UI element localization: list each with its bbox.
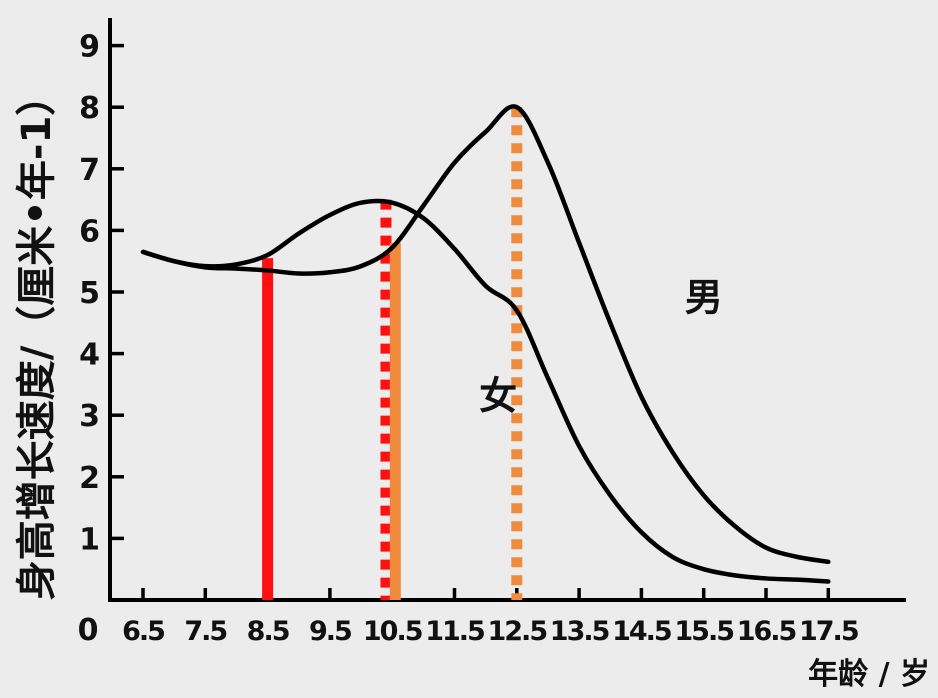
x-tick-label: 13.5: [550, 616, 609, 647]
axis-labels: 1 2 3 4 5 6 7 8 9 0 6.5 7.5 8.5 9.5 10.5 11.5 12.5 13.5 14…: [14, 30, 930, 692]
x-tick-label: 11.5: [425, 616, 484, 647]
series-line-female: [140, 198, 831, 584]
y-tick-label: 7: [79, 153, 100, 188]
x-tick-label: 16.5: [737, 616, 796, 647]
curve-label-2: 女: [479, 374, 517, 418]
y-tick-label: 8: [79, 91, 100, 126]
x-tick-label: 9.5: [309, 616, 351, 647]
x-tick-label: 14.5: [612, 616, 671, 647]
origin-label: 0: [78, 613, 99, 648]
x-axis-label: 年龄 / 岁: [808, 657, 930, 692]
reference-lines: [262, 107, 523, 600]
axes: [108, 18, 906, 602]
y-tick-label: 6: [79, 214, 100, 249]
y-tick-label: 5: [79, 276, 100, 311]
y-tick-label: 2: [79, 461, 100, 496]
x-tick-label: 10.5: [363, 616, 422, 647]
series-lines: [140, 104, 831, 584]
y-tick-label: 3: [79, 399, 100, 434]
curve-label-1: 男: [685, 275, 723, 319]
x-tick-label: 6.5: [122, 616, 164, 647]
x-tick-label: 8.5: [247, 616, 289, 647]
curve-annotations: 男女: [479, 275, 723, 418]
series-line-male: [140, 104, 831, 565]
x-tick-label: 15.5: [674, 616, 733, 647]
y-tick-label: 4: [79, 338, 100, 373]
x-tick-label: 12.5: [487, 616, 546, 647]
y-axis-label: 身高增长速度/（厘米•年-1）: [14, 76, 60, 601]
y-tick-label: 9: [79, 30, 100, 65]
x-tick-label: 17.5: [799, 616, 858, 647]
y-tick-label: 1: [79, 522, 100, 557]
x-tick-label: 7.5: [184, 616, 226, 647]
